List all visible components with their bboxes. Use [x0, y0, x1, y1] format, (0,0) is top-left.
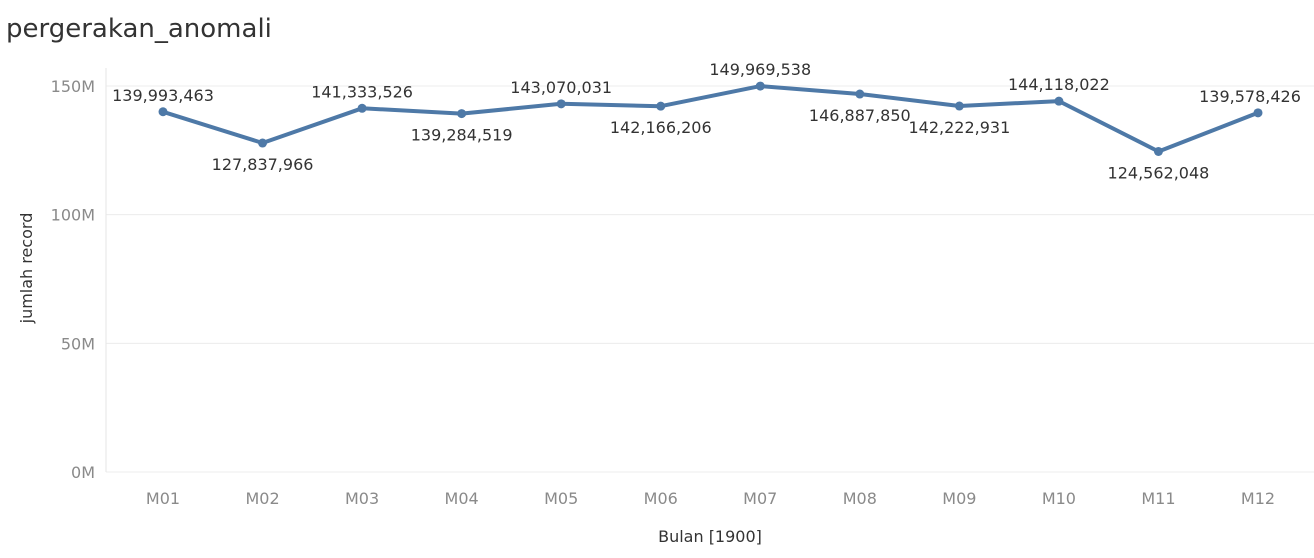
data-point — [755, 81, 765, 91]
data-label: 144,118,022 — [1008, 75, 1110, 94]
data-label: 124,562,048 — [1108, 163, 1210, 182]
data-label: 149,969,538 — [709, 60, 811, 79]
x-axis-title: Bulan [1900] — [658, 527, 762, 546]
y-tick-label: 150M — [51, 77, 95, 96]
data-point — [1153, 146, 1163, 156]
data-point — [556, 99, 566, 109]
data-point — [1054, 96, 1064, 106]
y-axis-title: jumlah record — [17, 213, 36, 325]
y-tick-label: 0M — [71, 463, 95, 482]
data-point — [158, 107, 168, 117]
data-label: 142,166,206 — [610, 118, 712, 137]
x-tick-label: M08 — [843, 489, 877, 508]
y-tick-label: 50M — [61, 334, 95, 353]
x-tick-label: M11 — [1141, 489, 1175, 508]
data-point — [1253, 108, 1263, 118]
x-tick-label: M03 — [345, 489, 379, 508]
data-point — [258, 138, 268, 148]
data-label: 142,222,931 — [908, 118, 1010, 137]
data-label: 146,887,850 — [809, 106, 911, 125]
x-tick-label: M04 — [445, 489, 479, 508]
x-tick-label: M07 — [743, 489, 777, 508]
data-label: 127,837,966 — [212, 155, 314, 174]
chart-title: pergerakan_anomali — [6, 14, 272, 44]
data-label: 141,333,526 — [311, 82, 413, 101]
series-line — [161, 84, 1260, 154]
x-tick-label: M01 — [146, 489, 180, 508]
data-label: 139,578,426 — [1199, 87, 1301, 106]
gridlines — [105, 68, 1314, 473]
data-point — [357, 103, 367, 113]
data-label: 139,993,463 — [112, 86, 214, 105]
y-axis-ticks: 0M 50M 100M 150M — [51, 77, 95, 482]
x-tick-label: M06 — [644, 489, 678, 508]
data-label: 143,070,031 — [510, 78, 612, 97]
x-tick-label: M09 — [942, 489, 976, 508]
y-tick-label: 100M — [51, 206, 95, 225]
data-labels: 139,993,463 127,837,966 141,333,526 139,284… — [112, 60, 1301, 182]
x-tick-label: M12 — [1241, 489, 1275, 508]
data-point — [954, 101, 964, 111]
x-tick-label: M10 — [1042, 489, 1076, 508]
data-point — [656, 101, 666, 111]
x-axis-ticks: M01 M02 M03 M04 M05 M06 M07 M08 M09 M10 M11 M12 — [146, 489, 1275, 508]
x-tick-label: M02 — [245, 489, 279, 508]
data-point — [457, 109, 467, 119]
series-group — [158, 81, 1263, 156]
data-label: 139,284,519 — [411, 126, 513, 145]
x-tick-label: M05 — [544, 489, 578, 508]
data-point — [855, 89, 865, 99]
